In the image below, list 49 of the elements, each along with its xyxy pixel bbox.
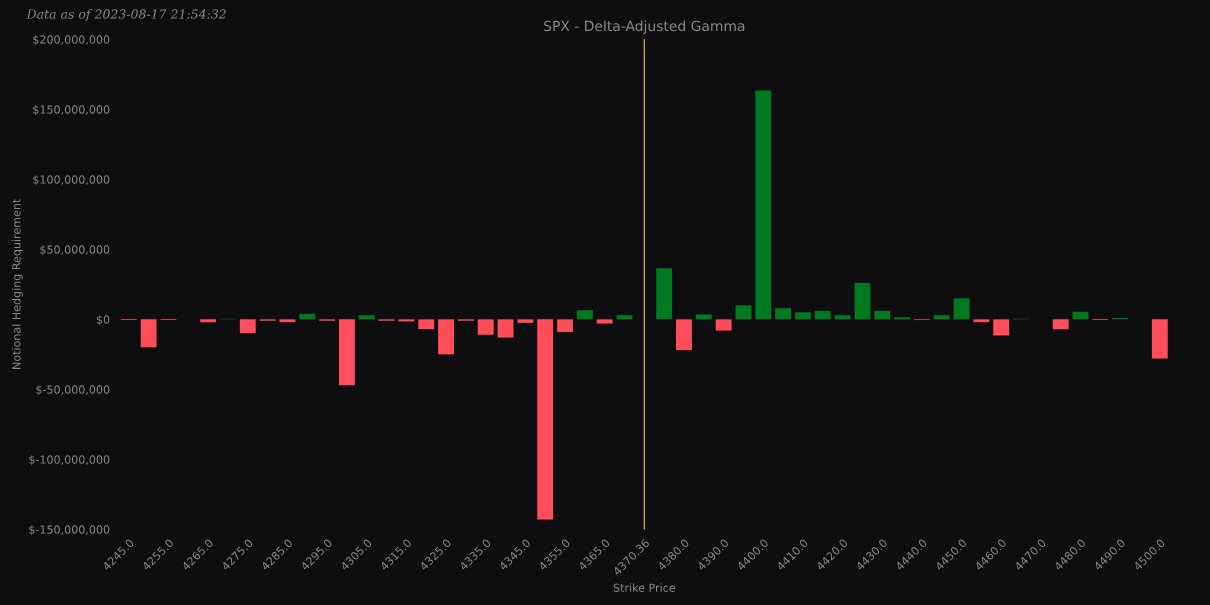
- bar: [557, 319, 573, 332]
- bar: [973, 319, 990, 323]
- bar: [200, 319, 217, 323]
- text: Data as of 2023-08-17 21:54:32: [26, 9, 226, 22]
- y-tick-label: $50,000,000: [40, 245, 110, 256]
- bar: [814, 310, 831, 320]
- bar: [418, 319, 435, 330]
- bar: [477, 319, 494, 335]
- bar: [933, 315, 950, 320]
- bar: [1052, 319, 1069, 330]
- y-tick-label: $0: [96, 315, 110, 326]
- y-tick-label: $-50,000,000: [36, 385, 110, 396]
- bar: [854, 282, 871, 320]
- chart-title: SPX - Delta-Adjusted Gamma: [544, 20, 745, 34]
- bar: [953, 298, 970, 320]
- bar: [1151, 319, 1168, 359]
- y-tick-label: $150,000,000: [33, 105, 110, 116]
- bar: [299, 313, 316, 320]
- bar: [993, 319, 1010, 336]
- bar: [834, 315, 851, 320]
- bar: [497, 319, 514, 338]
- bar: [755, 90, 772, 320]
- bar: [537, 319, 554, 520]
- bar: [735, 305, 752, 320]
- y-axis-title: Notional Hedging Requirement: [12, 198, 23, 369]
- bar: [656, 268, 673, 320]
- bar: [676, 319, 692, 351]
- bar: [715, 319, 732, 331]
- bar: [795, 312, 811, 320]
- bar: [239, 319, 256, 334]
- x-axis-title: Strike Price: [613, 583, 676, 592]
- y-tick-label: $-100,000,000: [29, 455, 110, 466]
- bar: [358, 315, 375, 320]
- bar: [438, 319, 454, 355]
- bar: [616, 315, 633, 320]
- bar: [398, 319, 415, 322]
- bar: [894, 317, 910, 320]
- bar: [279, 319, 296, 323]
- y-tick-label: $-150,000,000: [29, 525, 110, 536]
- y-tick-label: $200,000,000: [33, 35, 110, 46]
- bar: [596, 319, 613, 324]
- bar: [338, 319, 355, 386]
- bar: [874, 310, 891, 320]
- bar: [695, 314, 712, 320]
- bar: [517, 319, 534, 323]
- y-tick-label: $100,000,000: [33, 175, 110, 186]
- bar: [775, 308, 792, 320]
- bar: [576, 310, 593, 320]
- bar: [140, 319, 157, 348]
